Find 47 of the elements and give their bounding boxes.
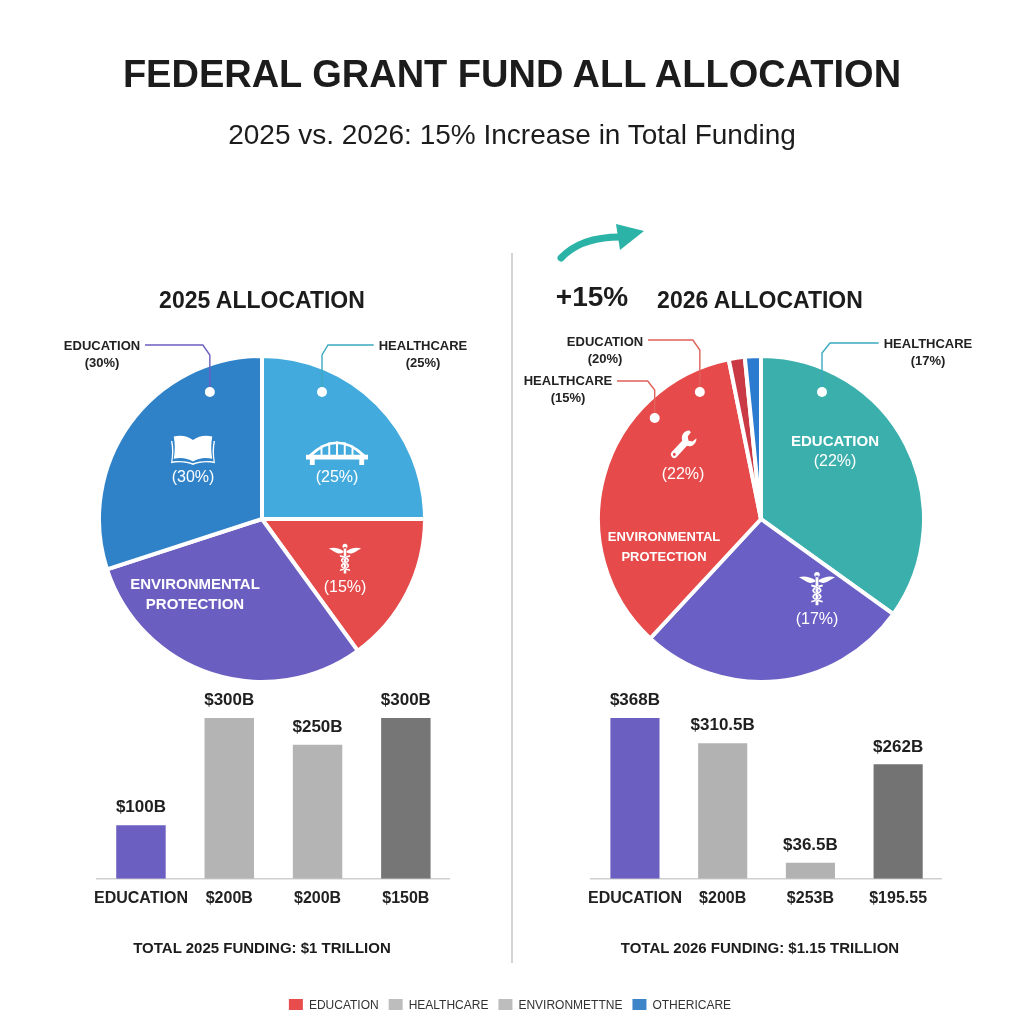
legend-label: EDUCATION xyxy=(308,998,379,1013)
slice-label: ENVIRONMENTAL PROTECTION xyxy=(607,528,721,564)
text: 2025 vs. 2026: 15% Increase in Total Funding xyxy=(228,118,796,152)
x-tick-label: EDUCATION xyxy=(94,888,188,906)
bar xyxy=(785,862,835,879)
text: (25%) xyxy=(405,355,441,370)
x-tick-label: EDUCATION xyxy=(588,888,682,906)
data-label: (25%) xyxy=(315,468,359,486)
x-tick-label: $150B xyxy=(382,888,430,906)
bar xyxy=(610,718,660,879)
data-label: $36.5B xyxy=(783,835,838,855)
text: FEDERAL GRANT FUND ALL ALLOCATION xyxy=(122,52,902,98)
x-tick-label: $200B xyxy=(699,888,747,906)
text: +15% xyxy=(555,280,629,314)
data-label: (17%) xyxy=(795,610,839,628)
data-label: $300B xyxy=(380,690,431,710)
text: HEALTHCARE (17%) xyxy=(883,335,973,369)
legend-label: HEALTHCARE xyxy=(408,998,489,1013)
slice-label: EDUCATION xyxy=(63,338,141,353)
bar xyxy=(873,764,923,879)
x-tick-label: $195.55 xyxy=(869,888,928,906)
data-label: $250B xyxy=(292,716,343,736)
text: HEALTHCARE (15%) xyxy=(523,372,613,406)
slice-label: ENVIRONMENTAL PROTECTION xyxy=(130,575,260,613)
x-tick-label: $200B xyxy=(293,888,342,906)
x-tick-label: $253B xyxy=(786,888,834,906)
chart-title: 2025 ALLOCATION xyxy=(159,287,365,315)
slice-label: EDUCATION xyxy=(790,432,880,450)
text: TOTAL 2025 FUNDING: $1 TRILLION xyxy=(133,939,391,957)
data-label: (30%) xyxy=(171,468,215,486)
text: TOTAL 2026 FUNDING: $1.15 TRILLION xyxy=(620,939,900,957)
x-tick-label: $200B xyxy=(205,888,253,906)
legend-label: ENVIRONMETTNE xyxy=(518,998,623,1013)
data-label: $262B xyxy=(873,736,924,756)
data-label: (15%) xyxy=(323,578,367,596)
data-label: $368B xyxy=(609,690,661,710)
text: (30%) xyxy=(84,355,120,370)
text: EDUCATION (20%) xyxy=(566,333,644,367)
legend-label: OTHERICARE xyxy=(652,998,732,1013)
data-label: $300B xyxy=(204,690,255,710)
data-label: $310.5B xyxy=(690,715,755,735)
data-label: $100B xyxy=(115,797,167,817)
bar xyxy=(698,743,748,879)
slice-label: HEALTHCARE xyxy=(378,338,468,353)
chart-title: 2026 ALLOCATION xyxy=(657,287,863,315)
data-label: (22%) xyxy=(813,452,857,470)
data-label: (22%) xyxy=(661,465,705,483)
